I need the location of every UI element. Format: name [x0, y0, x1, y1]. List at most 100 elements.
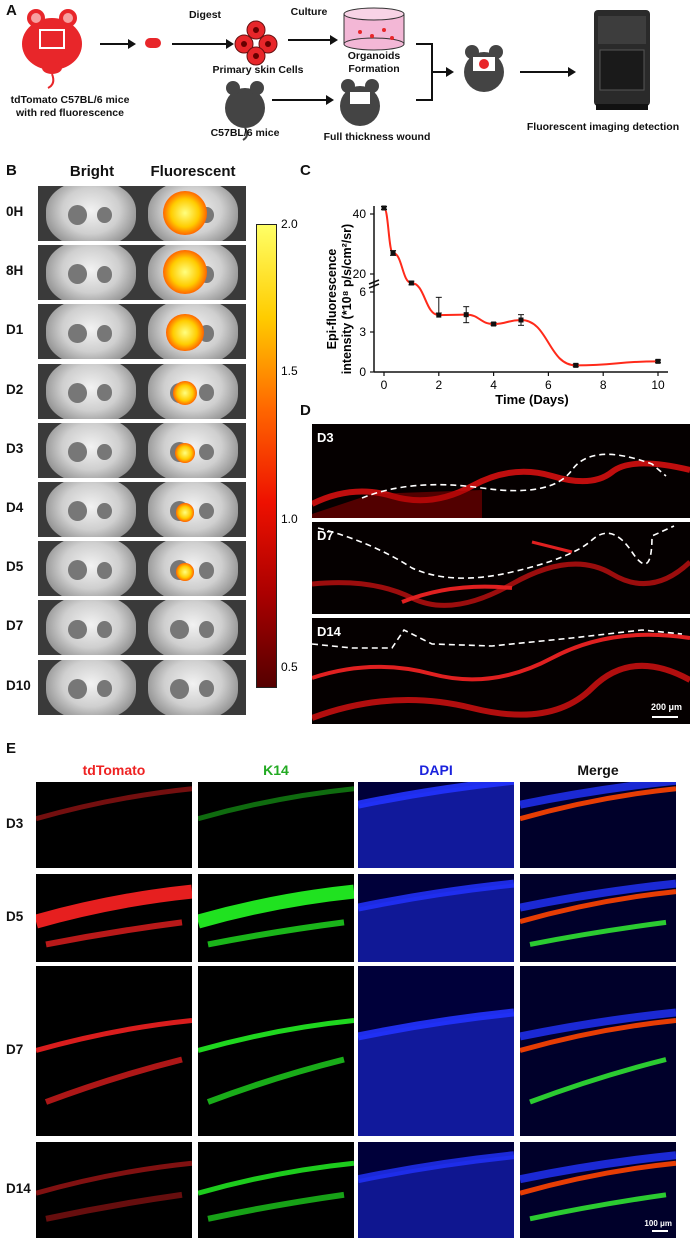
panel-e-column-header: DAPI — [419, 762, 453, 778]
organoids-label-line2: Formation — [348, 63, 400, 75]
digest-label: Digest — [188, 9, 222, 21]
panel-b-row-label: 8H — [6, 263, 24, 279]
fluorescent-image — [140, 186, 246, 241]
fluorescence-signal — [175, 503, 195, 522]
panel-d-d3-tag: D3 — [317, 430, 334, 445]
panel-e-row-label: D14 — [6, 1181, 31, 1196]
x-tick-label: 8 — [600, 378, 607, 392]
colorbar-tick-max: 2.0 — [281, 217, 298, 231]
panel-d-d7-image: D7 — [312, 522, 690, 614]
panel-e-tdtomato-image — [36, 874, 192, 962]
y-tick-label: 3 — [359, 325, 366, 339]
culture-dish-icon — [343, 7, 405, 51]
data-point — [381, 205, 387, 211]
panel-d-d14-tag: D14 — [317, 624, 341, 639]
bright-image — [38, 186, 144, 241]
axis-break-mark — [368, 279, 380, 289]
panel-e-row-label: D5 — [6, 909, 24, 924]
panel-b-row-label: D5 — [6, 559, 24, 575]
panel-d-d3-image: D3 — [312, 424, 690, 518]
red-mouse-label-line1: tdTomato C57BL/6 mice — [10, 94, 130, 106]
panel-d-d14-image: D14 200 μm — [312, 618, 690, 724]
chart-x-axis-title: Time (Days) — [495, 392, 569, 407]
culture-label: Culture — [290, 6, 328, 18]
panel-e-tdtomato-image — [36, 966, 192, 1136]
fluorescence-signal — [163, 191, 207, 235]
fluorescence-signal — [172, 381, 198, 406]
panel-b-row-label: D2 — [6, 381, 24, 397]
panel-e-tdtomato-image — [36, 1142, 192, 1238]
panel-e-dapi-image — [358, 966, 514, 1136]
transplanted-mouse-icon — [464, 45, 504, 92]
x-tick-label: 4 — [490, 378, 497, 392]
bright-image — [38, 304, 144, 360]
panel-b-row-label: D3 — [6, 440, 24, 456]
data-point — [573, 362, 579, 368]
data-point — [436, 312, 442, 318]
primary-cells-label: Primary skin Cells — [212, 64, 304, 76]
series-line — [383, 207, 659, 367]
bright-image — [38, 541, 144, 597]
red-mouse-label-line2: with red fluorescence — [16, 107, 124, 119]
panel-b-row-label: D7 — [6, 618, 24, 634]
data-point — [491, 321, 497, 327]
fluorescent-image — [140, 304, 246, 360]
y-tick-label: 6 — [359, 285, 366, 299]
panel-d-scale-bar: 200 μm — [650, 702, 682, 712]
chart-y-axis-title: Epi-fluorescence intensity (*10⁸ p/s/cm²… — [318, 220, 362, 390]
black-mouse-icon — [225, 81, 265, 141]
panel-e-merge-image — [520, 782, 676, 868]
colorbar-tick: 1.5 — [281, 364, 298, 378]
intensity-chart: 0 3 6 20 40 0 2 4 6 8 10 — [353, 205, 668, 392]
bright-image — [38, 600, 144, 656]
panel-e-k14-image — [198, 966, 354, 1136]
panel-e-row-label: D7 — [6, 1042, 24, 1057]
panel-e-merge-image: 100 μm — [520, 1142, 676, 1238]
bright-image — [38, 245, 144, 301]
panel-d-label: D — [300, 402, 311, 419]
skin-piece-icon — [145, 38, 161, 48]
panel-a-label: A — [6, 2, 17, 19]
bright-image — [38, 363, 144, 419]
panel-b-row-label: 0H — [6, 204, 24, 219]
cells-icon — [234, 20, 278, 66]
x-tick-label: 10 — [651, 378, 665, 392]
data-point — [518, 317, 524, 323]
colorbar-tick-min: 0.5 — [281, 660, 298, 674]
panel-b-row-label: D10 — [6, 677, 31, 693]
red-mouse-icon — [22, 9, 82, 89]
panel-e-column-header: K14 — [263, 762, 289, 778]
bright-image — [38, 659, 144, 715]
panel-e-dapi-image — [358, 1142, 514, 1238]
colorbar — [256, 224, 277, 688]
bright-image — [38, 422, 144, 478]
fluorescent-image — [140, 600, 246, 656]
panel-e-dapi-image — [358, 874, 514, 962]
fluorescence-signal — [163, 250, 207, 295]
wt-mouse-label: C57BL/6 mice — [210, 127, 280, 139]
wound-label: Full thickness wound — [323, 131, 431, 143]
fluorescent-image — [140, 422, 246, 478]
y-tick-label: 40 — [353, 207, 367, 221]
panel-b-label: B — [6, 162, 17, 179]
colorbar-tick: 1.0 — [281, 512, 298, 526]
bright-column-header: Bright — [69, 163, 115, 180]
detection-label: Fluorescent imaging detection — [526, 121, 680, 133]
fluorescence-signal — [175, 443, 195, 463]
panel-e-merge-image — [520, 874, 676, 962]
panel-c-label: C — [300, 162, 311, 179]
panel-a-schematic — [22, 7, 650, 141]
y-axis-title-line2: intensity (*10⁸ p/s/cm²/sr) — [340, 223, 354, 375]
data-point — [390, 250, 396, 256]
fluorescent-image — [140, 482, 246, 537]
imaging-system-icon — [594, 10, 650, 110]
panel-e-dapi-image — [358, 782, 514, 868]
panel-b-row-label: D1 — [6, 322, 24, 338]
fluorescence-signal — [176, 562, 194, 581]
panel-e-k14-image — [198, 1142, 354, 1238]
fluorescence-signal — [166, 313, 204, 351]
fluorescent-image — [140, 659, 246, 715]
data-point — [655, 358, 661, 364]
x-tick-label: 6 — [545, 378, 552, 392]
x-tick-label: 2 — [435, 378, 442, 392]
